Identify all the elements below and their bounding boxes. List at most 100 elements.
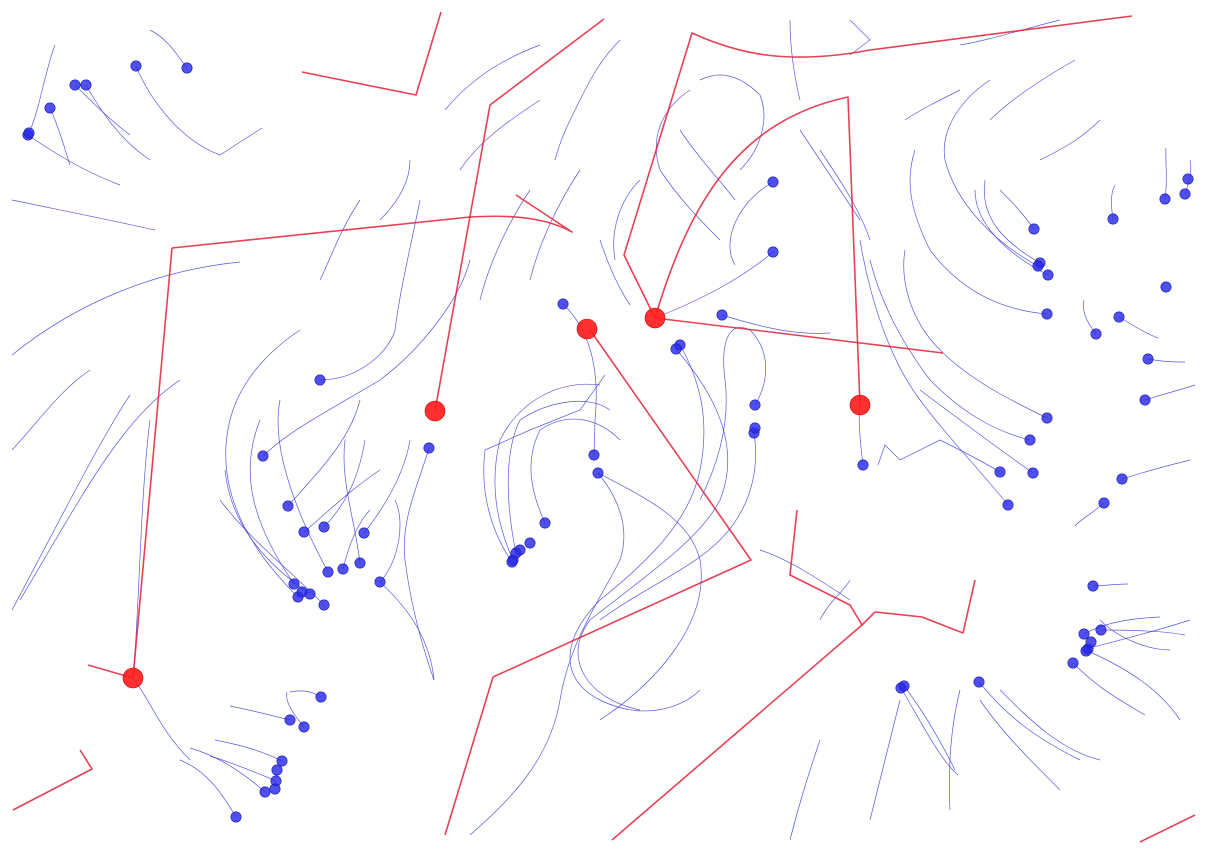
blue-agent-dot [1160, 281, 1172, 293]
trail-59 [983, 179, 1041, 264]
trail-15 [303, 469, 381, 533]
trail-84 [979, 699, 1061, 791]
trail-91 [656, 89, 721, 241]
blue-agent-dot [130, 60, 142, 72]
trail-29 [179, 759, 237, 818]
blue-agent-dot [318, 521, 330, 533]
trail-45 [577, 348, 729, 711]
trail-22 [277, 399, 329, 573]
blue-agent-dot [1098, 497, 1110, 509]
trail-90 [699, 74, 765, 171]
blue-agent-dot [1027, 467, 1039, 479]
blue-agent-dot [322, 566, 334, 578]
blue-agent-dot [304, 588, 316, 600]
trail-2 [49, 107, 71, 166]
blue-agent-dot [1182, 173, 1194, 185]
trail-37 [562, 303, 597, 456]
red-path-6 [654, 96, 861, 406]
blue-agent-dot [1139, 394, 1151, 406]
trail-36 [403, 447, 435, 681]
trail-33 [229, 705, 291, 721]
trail-69 [1074, 502, 1105, 527]
blue-agent-dot [1142, 353, 1154, 365]
trail-81 [869, 699, 901, 821]
trail-16 [323, 439, 366, 528]
trail-5 [135, 65, 263, 156]
blue-agent-dot [1159, 193, 1171, 205]
red-agent-dot [424, 400, 446, 422]
trail-42 [469, 472, 625, 836]
red-agent-dot [576, 318, 598, 340]
blue-agent-dot [1080, 645, 1092, 657]
blue-trails [11, 19, 1196, 841]
red-path-9 [12, 749, 93, 811]
blue-agent-dot [749, 422, 761, 434]
trail-38 [494, 383, 601, 561]
trail-41 [483, 374, 606, 563]
blue-agent-dot [767, 176, 779, 188]
blue-agent-dot [557, 298, 569, 310]
trail-107 [554, 39, 621, 161]
trail-13 [262, 259, 471, 457]
trail-55 [919, 389, 1034, 474]
trail-83 [789, 739, 821, 841]
trail-93 [613, 179, 641, 261]
blue-agent-dot [749, 399, 761, 411]
trail-70 [1121, 459, 1191, 480]
blue-agent-dot [374, 576, 386, 588]
blue-agent-dot [592, 467, 604, 479]
trail-4 [85, 84, 151, 161]
trail-61 [943, 79, 1039, 267]
blue-agent-dot [1032, 260, 1044, 272]
blue-agent-dot [354, 557, 366, 569]
trail-86 [819, 579, 851, 621]
red-path-1 [87, 194, 573, 679]
trail-30 [189, 747, 266, 793]
blue-agent-dot [337, 563, 349, 575]
trail-46 [699, 327, 766, 501]
trail-102 [319, 199, 361, 281]
red-path-5 [623, 15, 1133, 319]
trail-82 [948, 689, 961, 811]
trail-48 [721, 314, 831, 334]
red-path-7 [611, 579, 976, 841]
trail-9 [11, 369, 91, 451]
trail-77 [978, 681, 1081, 761]
blue-agent-dot [358, 527, 370, 539]
blue-agent-dot [1078, 628, 1090, 640]
blue-agent-dot [276, 755, 288, 767]
blue-agent-dot [1028, 223, 1040, 235]
blue-agent-dot [716, 309, 728, 321]
blue-agent-dot [423, 442, 435, 454]
blue-agent-dot [1116, 473, 1128, 485]
red-path-4 [654, 317, 944, 354]
trail-76 [1087, 650, 1181, 721]
trail-27 [132, 677, 191, 761]
trail-52 [877, 439, 1001, 473]
trail-17 [363, 439, 411, 534]
blue-agent-dot [315, 691, 327, 703]
blue-agent-dot [298, 526, 310, 538]
blue-agent-dot [298, 721, 310, 733]
trail-72 [1085, 619, 1191, 650]
blue-agent-dot [973, 676, 985, 688]
trail-87 [759, 549, 851, 601]
blue-agent-dot [257, 450, 269, 462]
blue-agent-dot [1085, 636, 1097, 648]
blue-agent-dot [1041, 308, 1053, 320]
red-paths [12, 11, 1196, 843]
blue-agent-dot [767, 246, 779, 258]
trail-49 [654, 251, 774, 319]
trail-56 [903, 249, 1048, 419]
trail-79 [903, 685, 956, 771]
trail-92 [679, 129, 736, 201]
blue-agent-dot [670, 343, 682, 355]
trail-100 [1039, 119, 1101, 161]
trail-95 [799, 129, 861, 221]
trail-53 [859, 239, 1009, 506]
blue-agent-dot [284, 714, 296, 726]
trail-7 [11, 199, 156, 231]
trail-47 [599, 432, 756, 621]
trail-0 [27, 44, 56, 136]
trail-80 [1099, 619, 1171, 651]
